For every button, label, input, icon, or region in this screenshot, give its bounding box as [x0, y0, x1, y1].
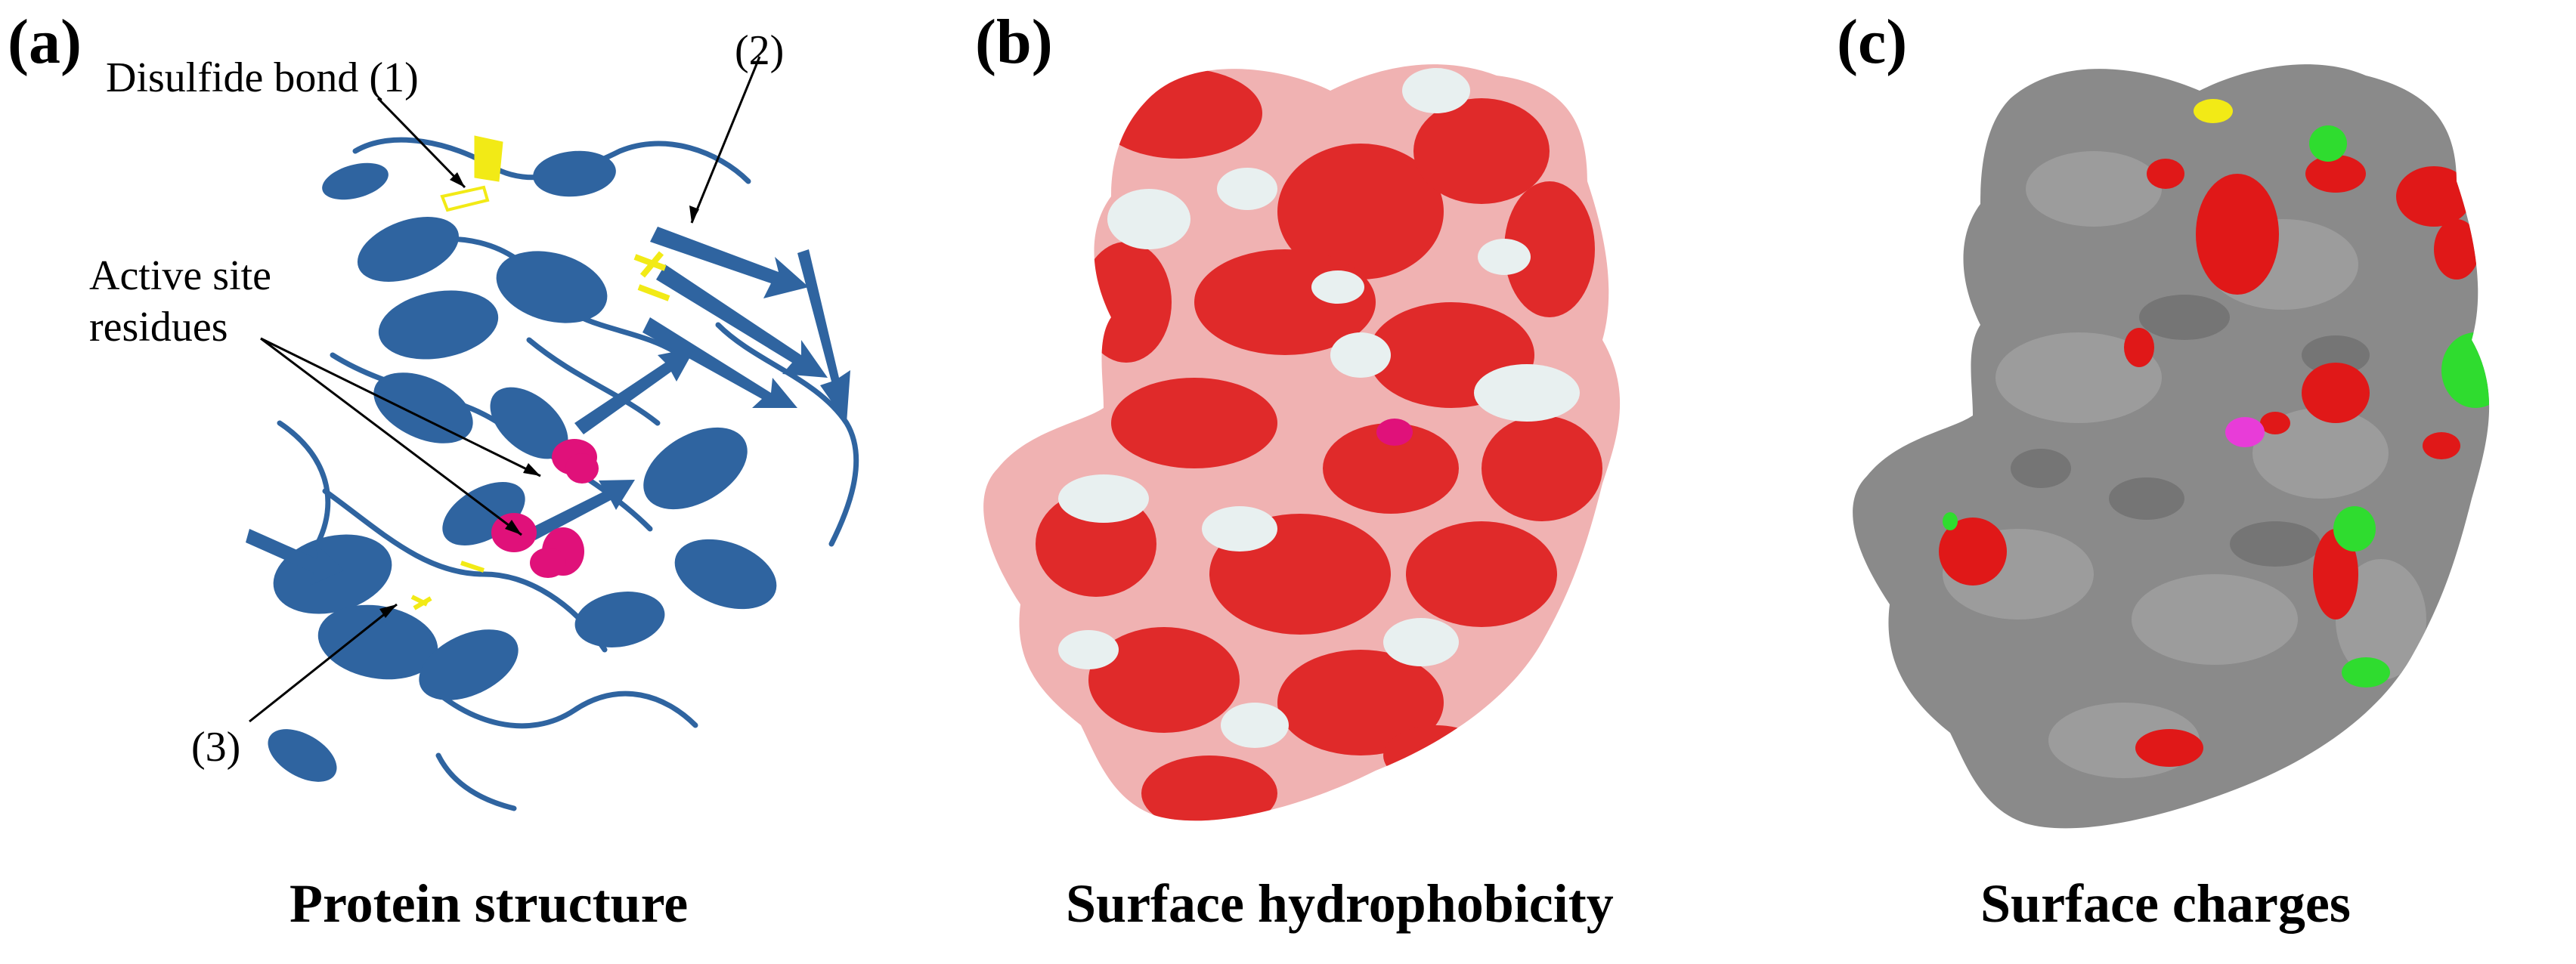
disulfide-spot-c [2194, 99, 2233, 123]
panel-surface-hydrophobicity: (b) [907, 0, 1791, 964]
panel-label-a: (a) [8, 7, 82, 77]
caption-surface-charges: Surface charges [1980, 873, 2351, 934]
surface-charges-image [1853, 64, 2490, 829]
active-site-spot-b [1376, 419, 1413, 446]
panel-surface-charges: (c) [1791, 0, 2576, 964]
hydrophobicity-surface-image [983, 64, 1621, 821]
panel-label-b: (b) [975, 7, 1053, 77]
annotation-active-site-line2: residues [89, 304, 228, 351]
active-site-spot-c [2225, 417, 2265, 447]
annotation-disulfide-bond: Disulfide bond (1) [106, 54, 419, 101]
annotation-site-3: (3) [191, 724, 241, 771]
caption-surface-hydrophobicity: Surface hydrophobicity [1066, 873, 1614, 934]
caption-protein-structure: Protein structure [289, 873, 689, 934]
panel-protein-structure: (a) [0, 0, 907, 964]
annotation-active-site-line1: Active site [89, 252, 272, 299]
annotation-site-2: (2) [735, 27, 785, 74]
ribbon-structure-image [246, 56, 859, 811]
panel-label-c: (c) [1837, 7, 1908, 77]
